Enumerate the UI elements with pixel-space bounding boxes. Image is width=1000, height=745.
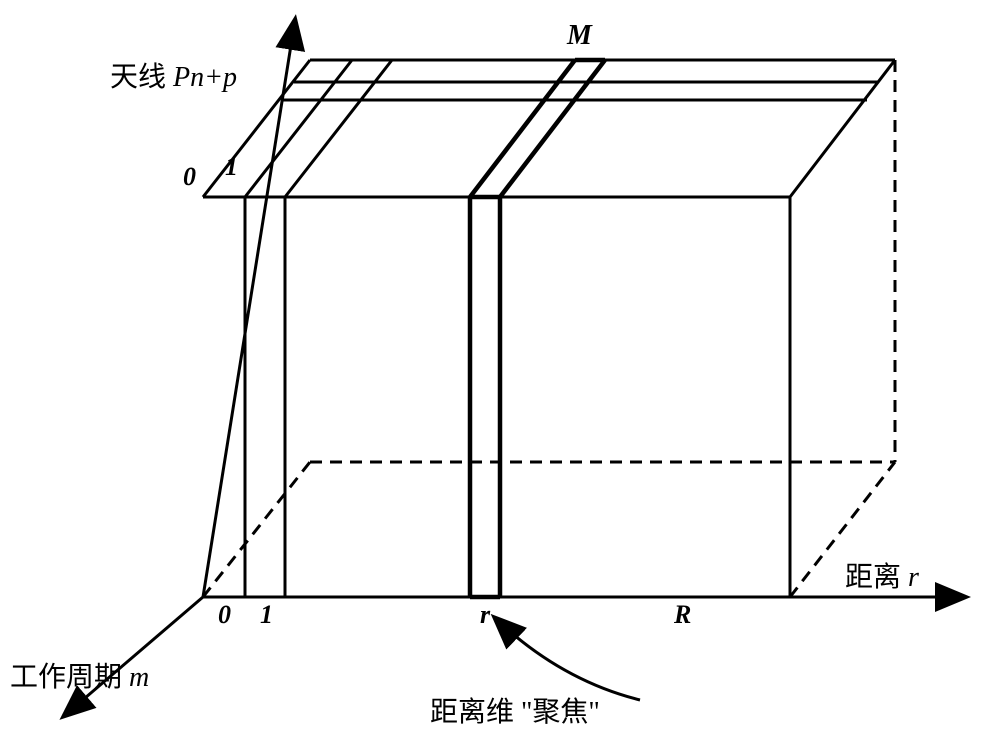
tick-1-top: 1: [225, 152, 238, 182]
x-axis-label-italic: r: [908, 562, 919, 593]
tick-r-bottom: r: [480, 600, 490, 630]
z-axis-label-italic: Pn+p: [173, 62, 237, 93]
tick-0-bottom: 0: [218, 600, 231, 630]
tick-0-top: 0: [183, 162, 196, 192]
bottom-left-diag: [203, 462, 310, 597]
focus-arrow: [495, 618, 640, 700]
y-axis-label-italic: m: [129, 662, 149, 693]
y-axis-label: 工作周期 m: [10, 655, 149, 695]
tick-1-bottom: 1: [260, 600, 273, 630]
z-axis-label: 天线 Pn+p: [110, 55, 237, 95]
z-axis: [203, 20, 295, 597]
diagram-svg: [0, 0, 1000, 745]
y-axis-label-prefix: 工作周期: [10, 662, 129, 693]
tick-R-bottom: R: [674, 600, 691, 630]
focus-label: 距离维 "聚焦": [430, 690, 600, 730]
z-axis-label-prefix: 天线: [110, 62, 173, 93]
top-right-label: M: [567, 20, 592, 52]
diagram-container: 天线 Pn+p M 距离 r 工作周期 m 0 1 0 1 r R 距离维 "聚…: [0, 0, 1000, 745]
x-axis-label-prefix: 距离: [845, 562, 908, 593]
x-axis-label: 距离 r: [845, 555, 919, 595]
